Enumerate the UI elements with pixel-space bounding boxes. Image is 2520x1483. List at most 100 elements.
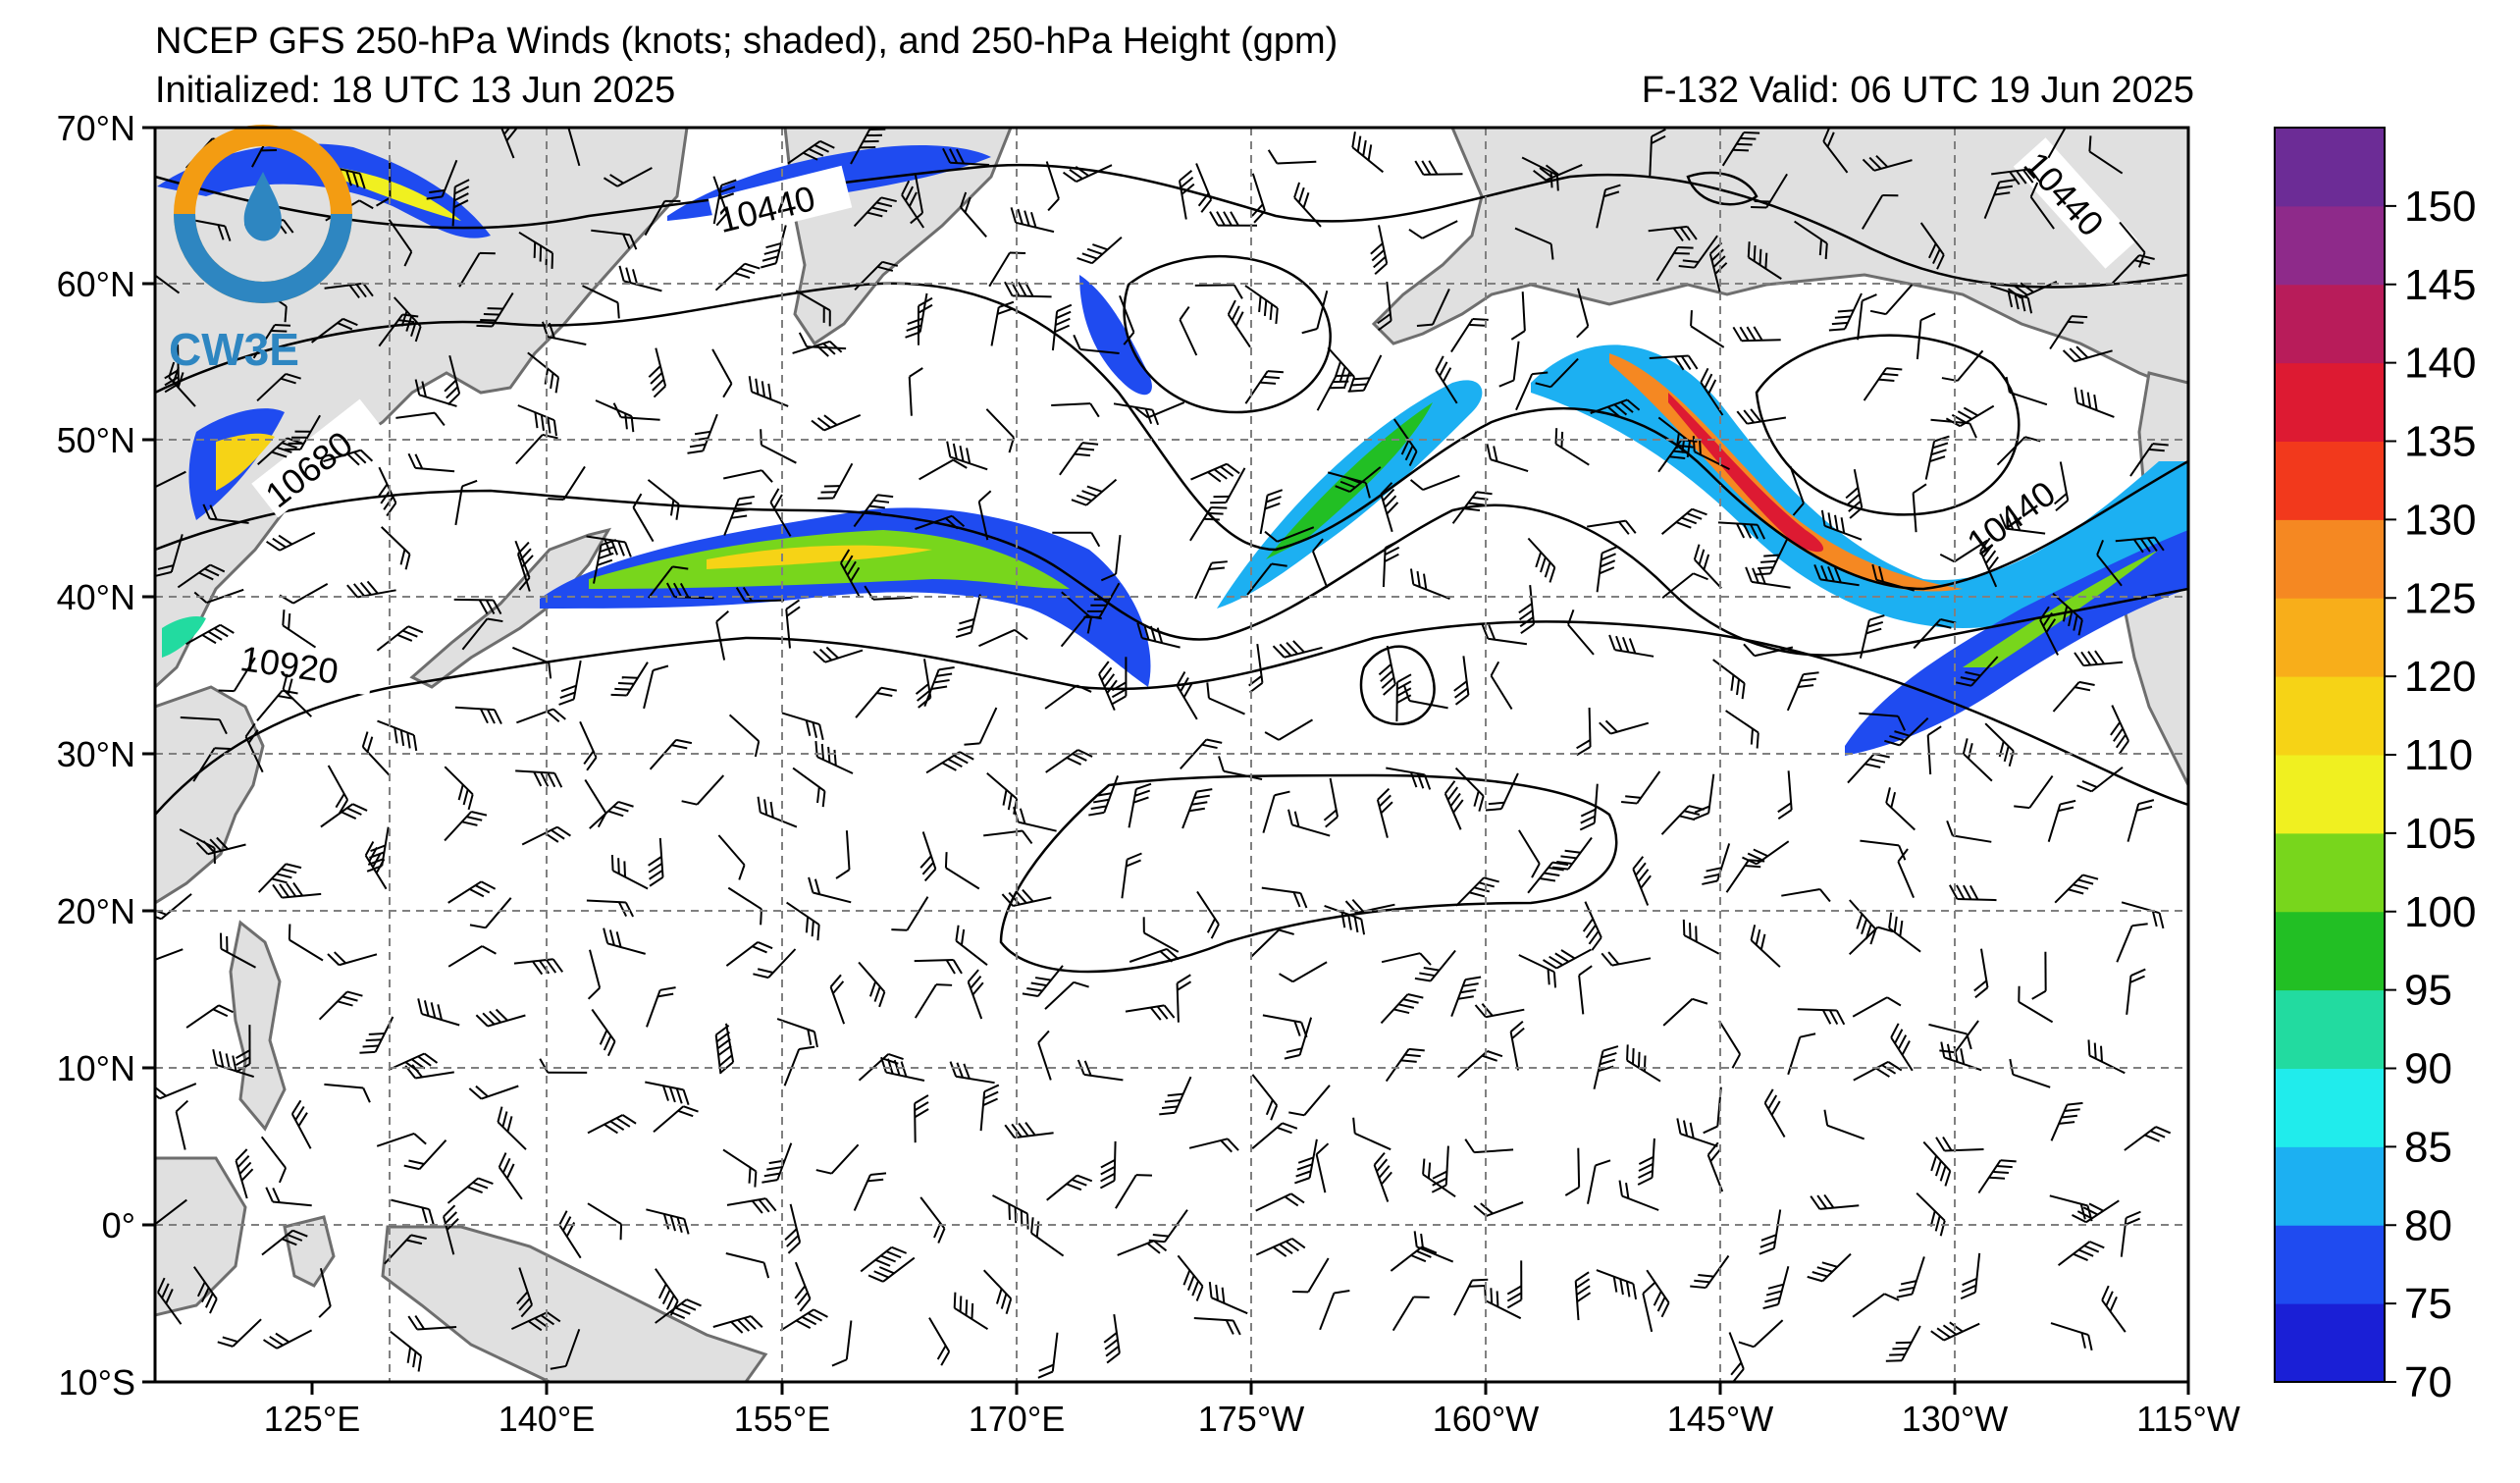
wind-barb (1409, 568, 1450, 601)
wind-barb (1045, 161, 1060, 212)
wind-barb (1498, 341, 1520, 388)
colorbar-swatch (2275, 1146, 2385, 1226)
wind-barb (192, 1266, 218, 1314)
wind-barb (1642, 1282, 1655, 1333)
wind-barb (414, 379, 457, 407)
wind-barb (2074, 650, 2124, 667)
wind-barb (1862, 154, 1913, 172)
wind-barb (2054, 874, 2099, 904)
wind-barb (1267, 149, 1317, 165)
wind-barb (458, 251, 496, 288)
wind-barb (2119, 221, 2146, 268)
wind-barb (1377, 281, 1392, 332)
lat-tick-0: 0° (102, 1205, 135, 1245)
wind-barb (1983, 179, 2016, 219)
wind-barb (587, 1114, 637, 1135)
wind-barb (1382, 539, 1400, 588)
wind-barb (1977, 1159, 2017, 1194)
wind-barb (1618, 1180, 1659, 1211)
wind-barb (1316, 374, 1352, 411)
wind-barb (272, 881, 322, 899)
colorbar-label: 105 (2404, 810, 2476, 858)
wind-barb (1732, 326, 1781, 343)
wind-barb (376, 158, 392, 207)
colorbar-label: 85 (2404, 1123, 2452, 1171)
wind-barb (1949, 884, 1997, 902)
wind-barb (1293, 182, 1322, 228)
lat-tick-60n: 60°N (57, 264, 135, 304)
wind-barb (722, 1148, 758, 1188)
wind-barb (2031, 951, 2047, 1000)
wind-barb (1076, 237, 1123, 265)
land-borneo (155, 1156, 247, 1317)
wind-barb (1535, 357, 1579, 389)
wind-barb (185, 1004, 234, 1029)
wind-barb (1725, 859, 1765, 893)
colorbar-label: 80 (2404, 1201, 2452, 1249)
colorbar-label: 120 (2404, 653, 2476, 701)
wind-barb (815, 1143, 860, 1175)
colorbar-label: 95 (2404, 967, 2452, 1015)
jet-east-pacific-core (1963, 550, 2159, 667)
wind-barb (403, 1139, 447, 1171)
wind-barb (1542, 948, 1592, 970)
wind-barb (648, 565, 689, 599)
colorbar (2274, 127, 2386, 1383)
wind-barb (1871, 563, 1915, 592)
wind-barb (579, 720, 598, 771)
wind-barb (776, 1018, 818, 1048)
wind-barb (1913, 618, 1957, 650)
wind-barb (407, 452, 455, 473)
lat-tick-10s: 10°S (59, 1362, 135, 1403)
wind-barb (1323, 777, 1339, 828)
wind-barb (784, 1203, 802, 1254)
wind-barb (1646, 1269, 1670, 1318)
wind-barb (901, 180, 925, 229)
lon-tick-160w: 160°W (1433, 1399, 1539, 1439)
wind-barb (1454, 767, 1485, 812)
wind-barb (361, 731, 391, 776)
wind-barb (180, 716, 228, 735)
wind-barb (1514, 227, 1554, 260)
wind-barb (835, 830, 851, 879)
wind-barb (1481, 623, 1528, 646)
wind-barb (1922, 1140, 1952, 1187)
wind-barb (964, 707, 998, 746)
wind-barb (1939, 539, 1988, 563)
wind-barb (444, 811, 488, 842)
wind-barb (967, 969, 984, 1020)
wind-barb (218, 657, 256, 693)
wind-barb (318, 1267, 332, 1318)
wind-barb (516, 1267, 534, 1318)
wind-barb (1111, 657, 1128, 706)
colorbar-swatch (2275, 989, 2385, 1069)
wind-barb (591, 1008, 616, 1057)
wind-barb (1347, 354, 1383, 393)
wind-barb (1509, 1020, 1525, 1071)
wind-barb (591, 229, 638, 250)
wind-barb (2074, 387, 2115, 418)
colorbar-label: 130 (2404, 496, 2476, 544)
wind-barb (1794, 220, 1828, 260)
lon-tick-145w: 145°W (1667, 1399, 1773, 1439)
wind-barb (498, 1152, 523, 1200)
wind-barb (1381, 952, 1432, 966)
wind-barb (1392, 418, 1418, 466)
wind-barb (712, 1315, 763, 1334)
wind-barb (260, 1136, 288, 1184)
wind-barb (681, 774, 725, 806)
wind-barb (1736, 408, 1787, 425)
wind-barb (2049, 315, 2088, 350)
colorbar-label: 70 (2404, 1358, 2452, 1406)
wind-barb (725, 940, 773, 967)
wind-barb (1678, 235, 1718, 269)
wind-barb (195, 836, 246, 856)
colorbar-label: 110 (2404, 731, 2473, 779)
wind-barb (2072, 1199, 2120, 1224)
wind-barb (1044, 980, 1089, 1010)
lon-tick-125e: 125°E (264, 1399, 360, 1439)
wind-barb (1632, 856, 1652, 906)
wind-barb (1518, 954, 1557, 988)
wind-barb (1128, 782, 1152, 828)
